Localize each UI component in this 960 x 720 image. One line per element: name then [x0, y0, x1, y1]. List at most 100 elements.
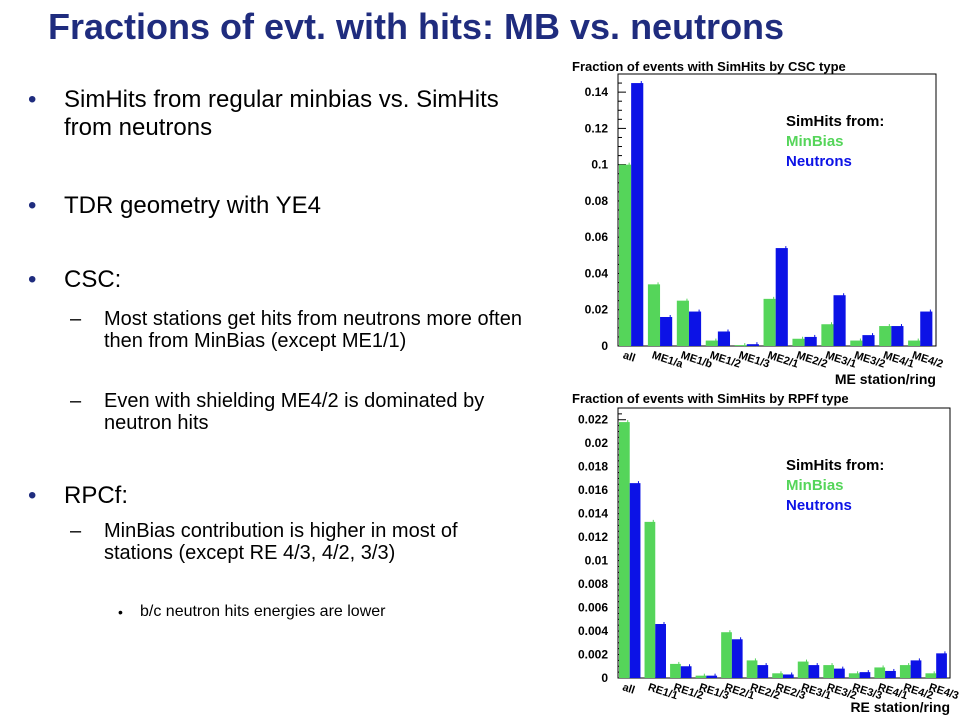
bar-minbias-RE4/1	[874, 667, 886, 678]
bar-minbias-all	[619, 422, 630, 678]
bar-neutrons-ME2/2	[804, 336, 817, 346]
bullet-tdr-geometry: • TDR geometry with YE4	[28, 192, 544, 220]
bar-neutrons-RE1/1	[655, 624, 666, 678]
bar-neutrons-RE4/3	[936, 653, 947, 678]
bullet-dot-icon: •	[28, 86, 37, 113]
y-tick-label: 0.02	[585, 303, 609, 317]
sub-sub-bullet-text: b/c neutron hits energies are lower	[140, 603, 386, 620]
legend-neutrons: Neutrons	[786, 153, 852, 170]
bar-minbias-RE1/1	[644, 521, 656, 678]
y-tick-label: 0	[601, 339, 608, 353]
bar-neutrons-all	[629, 483, 641, 678]
bar-neutrons-RE1/3	[706, 675, 718, 678]
bullet-text: RPCf:	[64, 482, 129, 509]
bar-minbias-RE1/2	[670, 663, 681, 678]
bar-neutrons-ME4/2	[920, 311, 933, 346]
bar-minbias-ME1/2	[705, 340, 718, 346]
bullet-text: TDR geometry with YE4	[64, 192, 321, 219]
y-tick-label: 0.006	[578, 601, 608, 615]
chart-title: Fraction of events with SimHits by RPFf …	[572, 391, 849, 406]
bullet-text: CSC:	[64, 266, 122, 293]
bar-neutrons-all	[631, 83, 644, 347]
bar-minbias-RE2/3	[772, 673, 783, 678]
legend-title: SimHits from:	[786, 457, 885, 474]
bar-minbias-ME3/1	[821, 324, 834, 346]
bar-minbias-all	[619, 164, 632, 346]
bar-neutrons-ME1/3	[746, 344, 759, 346]
bar-minbias-RE2/2	[746, 660, 758, 678]
bar-neutrons-ME2/1	[775, 248, 788, 346]
bar-neutrons-RE3/3	[859, 672, 871, 678]
bar-neutrons-RE4/1	[885, 670, 896, 678]
legend-neutrons: Neutrons	[786, 497, 852, 514]
bar-minbias-RE3/1	[797, 661, 809, 678]
sub-bullet-text: Most stations get hits from neutrons mor…	[104, 308, 522, 352]
rpc-legend: SimHits from: MinBias Neutrons	[786, 456, 884, 516]
bar-minbias-ME2/1	[763, 298, 776, 346]
x-tick-label: all	[621, 349, 636, 364]
bullet-dot-icon: •	[28, 482, 37, 509]
y-tick-label: 0.004	[578, 624, 608, 638]
sub-bullet-me42-shielding: – Even with shielding ME4/2 is dominated…	[70, 390, 530, 434]
chart-title: Fraction of events with SimHits by CSC t…	[572, 59, 846, 74]
y-tick-label: 0.12	[585, 121, 609, 135]
bullet-dot-icon: •	[28, 192, 37, 219]
bar-neutrons-RE3/2	[834, 668, 845, 678]
bar-neutrons-ME1/2	[717, 331, 731, 346]
y-tick-label: 0.014	[578, 507, 608, 521]
csc-chart-svg: Fraction of events with SimHits by CSC t…	[572, 59, 945, 387]
sub-bullet-text: MinBias contribution is higher in most o…	[104, 520, 458, 564]
bullet-rpcf: • RPCf:	[28, 482, 544, 510]
y-tick-label: 0.1	[591, 158, 608, 172]
plot-frame	[617, 407, 951, 679]
bar-minbias-ME4/1	[879, 326, 892, 346]
y-tick-label: 0.02	[585, 436, 609, 450]
bar-minbias-ME1/3	[734, 345, 747, 346]
y-tick-label: 0.002	[578, 648, 608, 662]
bar-neutrons-RE2/1	[731, 639, 743, 678]
y-tick-label: 0.022	[578, 413, 608, 427]
sub-bullet-text: Even with shielding ME4/2 is dominated b…	[104, 390, 485, 434]
bullet-dot-icon: •	[118, 604, 123, 620]
bar-neutrons-RE3/1	[808, 665, 820, 678]
bar-minbias-ME3/2	[850, 340, 863, 346]
bullet-minbias-vs-neutrons: • SimHits from regular minbias vs. SimHi…	[28, 86, 544, 142]
bullet-csc: • CSC:	[28, 266, 544, 294]
bar-neutrons-ME1/a	[660, 316, 673, 346]
y-tick-label: 0.016	[578, 483, 608, 497]
bar-neutrons-RE2/2	[757, 665, 769, 678]
bullet-text: SimHits from regular minbias vs. SimHits…	[64, 86, 499, 141]
csc-legend: SimHits from: MinBias Neutrons	[786, 112, 884, 172]
bar-minbias-ME4/2	[908, 340, 921, 346]
x-tick-label: ME4/2	[911, 349, 945, 370]
bar-minbias-RE1/3	[695, 675, 707, 678]
bullet-dot-icon: •	[28, 266, 37, 293]
legend-title: SimHits from:	[786, 113, 885, 130]
y-tick-label: 0.14	[585, 85, 609, 99]
rpc-chart: Fraction of events with SimHits by RPFf …	[548, 388, 960, 718]
bar-minbias-RE4/3	[925, 673, 937, 678]
sub-bullet-rpcf-minbias: – MinBias contribution is higher in most…	[70, 520, 530, 564]
dash-icon: –	[70, 520, 82, 542]
bar-neutrons-RE2/3	[782, 674, 794, 678]
x-axis-label: RE station/ring	[850, 699, 950, 715]
y-tick-label: 0	[601, 671, 608, 685]
bar-minbias-RE4/2	[899, 665, 911, 678]
bar-neutrons-ME1/b	[688, 311, 702, 346]
x-tick-label: all	[621, 681, 636, 696]
bar-neutrons-RE1/2	[680, 666, 692, 678]
bar-minbias-RE3/2	[823, 665, 835, 678]
bar-minbias-ME2/2	[792, 338, 805, 346]
bar-minbias-ME1/a	[647, 284, 661, 346]
y-tick-label: 0.04	[585, 266, 609, 280]
x-axis-label: ME station/ring	[835, 371, 936, 387]
bar-neutrons-ME3/2	[862, 335, 875, 346]
sub-bullet-csc-stations: – Most stations get hits from neutrons m…	[70, 308, 530, 352]
y-tick-label: 0.018	[578, 460, 608, 474]
dash-icon: –	[70, 390, 82, 412]
legend-minbias: MinBias	[786, 133, 844, 150]
y-tick-label: 0.08	[585, 194, 609, 208]
bar-minbias-ME1/b	[676, 300, 689, 346]
rpc-chart-svg: Fraction of events with SimHits by RPFf …	[572, 391, 960, 715]
slide-title: Fractions of evt. with hits: MB vs. neut…	[48, 6, 785, 47]
